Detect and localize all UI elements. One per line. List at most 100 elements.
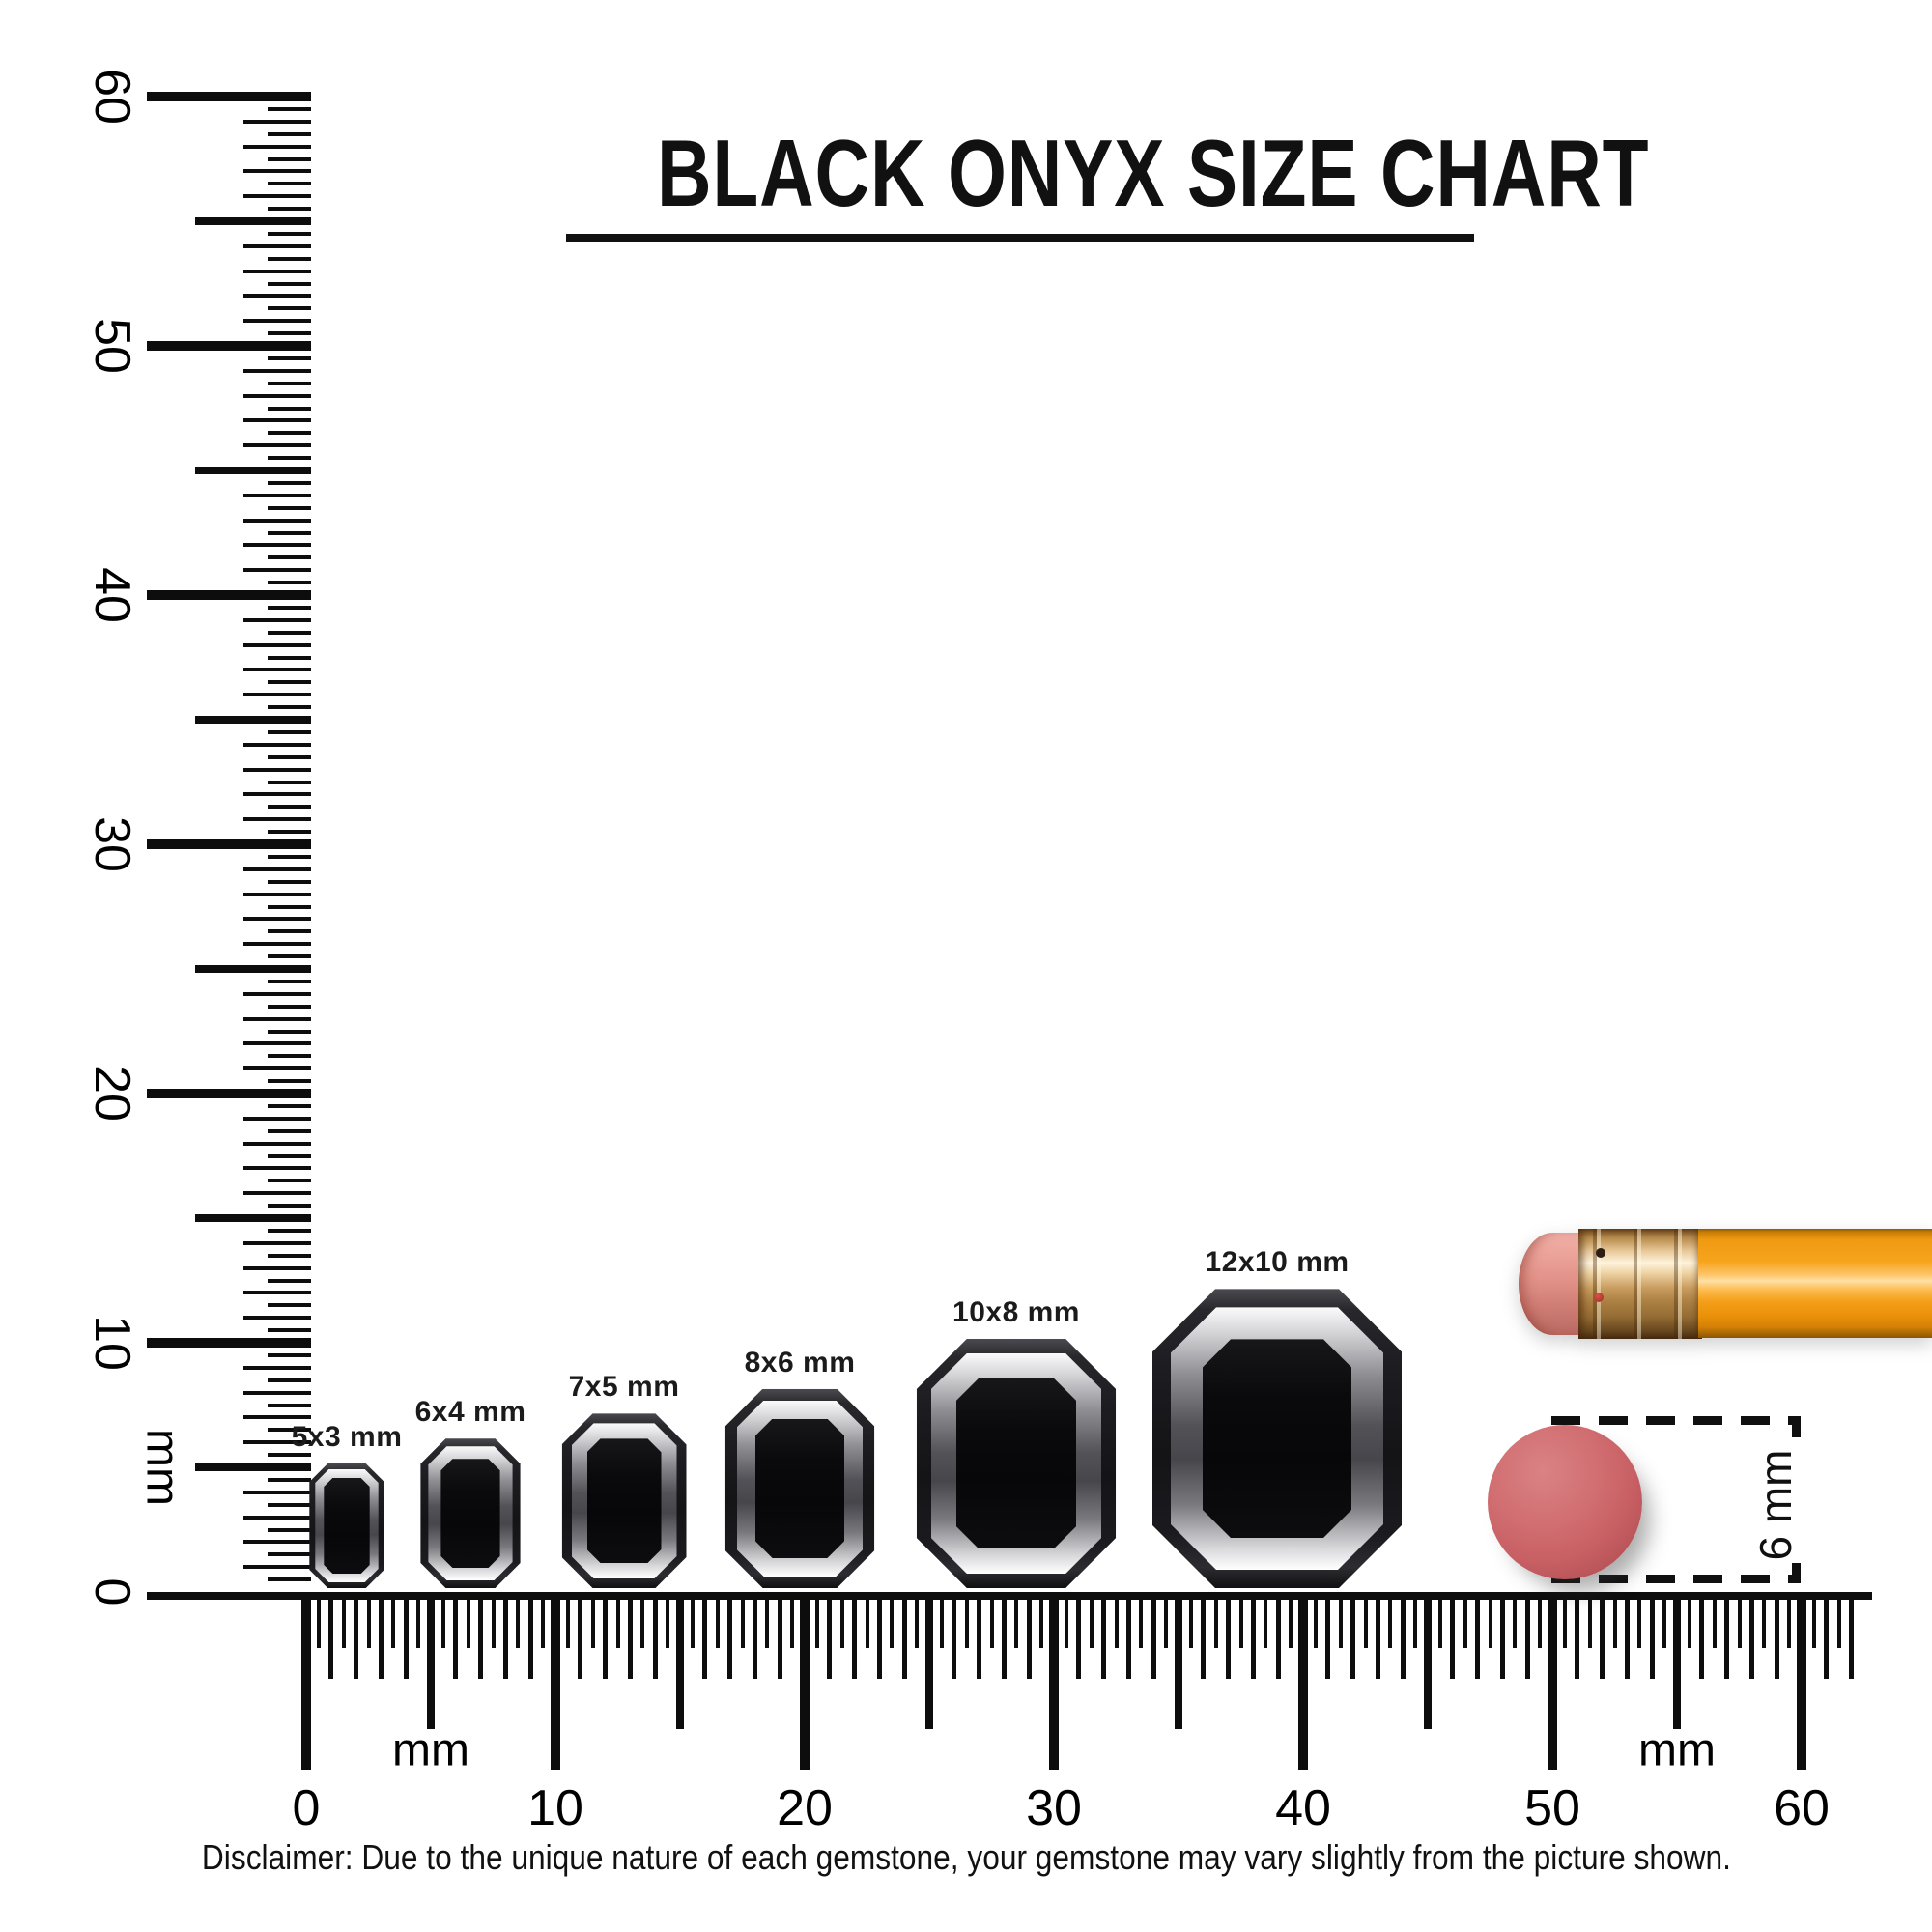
horizontal-ruler-tick: [890, 1598, 895, 1648]
horizontal-ruler-tick: [541, 1598, 546, 1648]
vertical-ruler-tick: [147, 839, 311, 849]
horizontal-ruler-tick: [1388, 1598, 1393, 1648]
gemstone-size-label: 5x3 mm: [291, 1421, 403, 1453]
vertical-ruler-tick: [243, 867, 311, 871]
horizontal-ruler-tick: [565, 1598, 570, 1648]
pencil-body: [1698, 1229, 1932, 1338]
vertical-ruler-tick: [268, 281, 311, 286]
vertical-ruler-tick: [268, 754, 311, 759]
disclaimer-text: Disclaimer: Due to the unique nature of …: [201, 1837, 1731, 1877]
horizontal-ruler-tick: [827, 1598, 833, 1679]
horizontal-ruler-tick: [852, 1598, 858, 1679]
horizontal-ruler-tick: [752, 1598, 757, 1679]
vertical-ruler-tick: [268, 480, 311, 485]
horizontal-ruler-tick: [1836, 1598, 1841, 1648]
vertical-ruler-tick: [243, 1565, 311, 1570]
vertical-ruler-tick: [268, 1352, 311, 1357]
vertical-ruler-tick: [268, 1552, 311, 1557]
vertical-ruler-tick: [268, 456, 311, 461]
vertical-ruler-tick: [268, 954, 311, 959]
vertical-ruler-tick: [268, 1054, 311, 1059]
vertical-ruler-tick: [268, 1303, 311, 1308]
horizontal-ruler-tick: [964, 1598, 969, 1648]
vertical-ruler-number: 60: [84, 69, 140, 125]
horizontal-ruler-tick: [466, 1598, 470, 1648]
pencil-ferrule: [1578, 1229, 1702, 1339]
horizontal-ruler-tick: [1049, 1598, 1059, 1770]
horizontal-ruler-tick: [1463, 1598, 1467, 1648]
horizontal-ruler-tick: [1475, 1598, 1481, 1679]
horizontal-ruler-tick: [1712, 1598, 1717, 1648]
measure-box-top-edge: [1551, 1416, 1801, 1425]
horizontal-ruler-tick: [1649, 1598, 1655, 1679]
vertical-ruler-tick: [268, 904, 311, 909]
gemstone-table: [587, 1438, 662, 1563]
horizontal-ruler-number: 10: [527, 1780, 583, 1836]
vertical-ruler-number: 10: [84, 1315, 140, 1371]
vertical-ruler-tick: [243, 668, 311, 672]
horizontal-ruler-tick: [702, 1598, 708, 1679]
vertical-ruler-tick: [243, 991, 311, 996]
vertical-ruler-tick: [268, 1527, 311, 1532]
horizontal-ruler-tick: [603, 1598, 609, 1679]
vertical-ruler-tick: [268, 406, 311, 411]
vertical-ruler-tick: [268, 1228, 311, 1233]
vertical-ruler-tick: [243, 1191, 311, 1196]
horizontal-ruler-tick: [1724, 1598, 1730, 1679]
horizontal-ruler-tick: [1076, 1598, 1082, 1679]
horizontal-ruler-tick: [1488, 1598, 1492, 1648]
horizontal-ruler-tick: [1264, 1598, 1268, 1648]
horizontal-ruler-tick: [1562, 1598, 1567, 1648]
vertical-ruler-tick: [195, 467, 311, 474]
gemstone-12x10mm: [1152, 1289, 1402, 1588]
measure-box-bottom-edge: [1551, 1575, 1801, 1583]
gemstone-5x3mm: [309, 1463, 384, 1588]
horizontal-ruler-tick: [727, 1598, 733, 1679]
vertical-ruler-tick: [243, 642, 311, 647]
gemstone-table: [440, 1459, 499, 1568]
vertical-ruler-tick: [243, 518, 311, 523]
vertical-ruler-tick: [243, 917, 311, 922]
vertical-ruler-tick: [243, 1440, 311, 1445]
horizontal-ruler-tick: [427, 1598, 435, 1729]
horizontal-ruler-tick: [901, 1598, 907, 1679]
vertical-ruler-number: 50: [84, 318, 140, 374]
horizontal-ruler-tick: [800, 1598, 810, 1770]
vertical-ruler-tick: [147, 341, 311, 351]
horizontal-ruler-tick: [977, 1598, 982, 1679]
horizontal-ruler-tick: [416, 1598, 421, 1648]
horizontal-ruler-tick: [1774, 1598, 1779, 1679]
vertical-ruler-tick: [243, 243, 311, 248]
vertical-ruler-tick: [243, 1415, 311, 1420]
horizontal-ruler-tick: [1226, 1598, 1232, 1679]
horizontal-ruler-tick: [765, 1598, 770, 1648]
vertical-ruler-tick: [243, 1291, 311, 1295]
horizontal-ruler-tick: [1125, 1598, 1131, 1679]
page-title: BLACK ONYX SIZE CHART: [657, 120, 1650, 226]
vertical-ruler-tick: [268, 1004, 311, 1009]
vertical-ruler-tick: [243, 543, 311, 548]
horizontal-ruler-tick: [989, 1598, 994, 1648]
gemstone-7x5mm: [562, 1413, 687, 1588]
vertical-ruler-tick: [268, 705, 311, 710]
horizontal-ruler-tick: [453, 1598, 459, 1679]
horizontal-ruler-tick: [1797, 1598, 1806, 1770]
horizontal-ruler-tick: [1513, 1598, 1518, 1648]
gemstone-size-label: 7x5 mm: [568, 1371, 680, 1404]
horizontal-ruler-tick: [1699, 1598, 1705, 1679]
horizontal-ruler-tick: [790, 1598, 795, 1648]
gemstone-table: [324, 1478, 369, 1574]
horizontal-ruler-tick: [1064, 1598, 1068, 1648]
vertical-ruler-tick: [195, 965, 311, 973]
vertical-ruler-tick: [268, 1103, 311, 1108]
horizontal-ruler-tick: [316, 1598, 321, 1648]
ferrule-rivet-dark: [1596, 1248, 1605, 1258]
vertical-ruler-tick: [268, 381, 311, 385]
vertical-ruler-tick: [268, 680, 311, 685]
horizontal-ruler-tick: [1824, 1598, 1830, 1679]
vertical-ruler-tick: [243, 767, 311, 772]
horizontal-ruler-tick: [1748, 1598, 1754, 1679]
horizontal-ruler-tick: [502, 1598, 508, 1679]
vertical-ruler-tick: [268, 655, 311, 660]
